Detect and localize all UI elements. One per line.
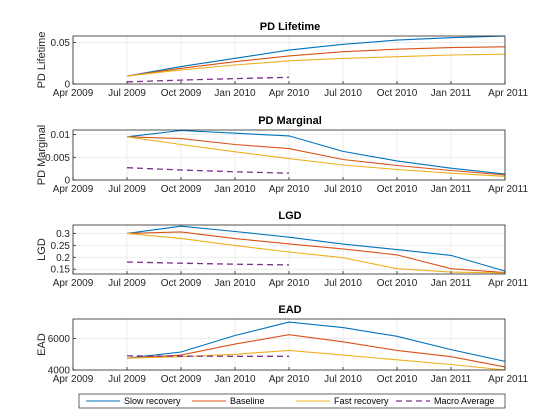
series-line-baseline [126,46,506,77]
x-tick-label: Apr 2010 [269,374,310,385]
y-tick-label: 4000 [48,366,71,377]
chart-title: PD Lifetime [260,21,321,33]
x-tick-label: Apr 2009 [53,278,94,289]
x-tick-label: Apr 2009 [53,88,94,99]
legend-label: Baseline [230,396,265,406]
y-tick-label: 0 [64,176,70,187]
x-tick-label: Jan 2010 [214,374,256,385]
x-tick-label: Apr 2010 [269,278,310,289]
y-axis-label: PD Marginal [36,125,48,186]
series-line-slow-recovery [126,225,506,272]
series-line-macro-average [126,76,290,83]
y-tick-label: 0 [64,80,70,91]
x-tick-label: Jul 2009 [108,184,146,195]
x-tick-label: Jul 2010 [324,88,362,99]
y-tick-label: 0.01 [51,130,71,141]
x-tick-label: Oct 2010 [377,184,418,195]
series-line-fast-recovery [126,232,506,274]
y-axis-label: EAD [36,333,48,356]
y-tick-label: 6000 [48,334,71,345]
y-tick-label: 0.3 [56,229,70,240]
x-tick-label: Jul 2009 [108,278,146,289]
legend-label: Macro Average [434,396,494,406]
y-axis-label: LGD [36,238,48,261]
chart-title: PD Marginal [258,115,322,127]
x-tick-label: Apr 2010 [269,184,310,195]
x-tick-label: Jul 2010 [324,374,362,385]
series-line-slow-recovery [126,35,506,77]
x-tick-label: Jul 2010 [324,278,362,289]
x-tick-label: Oct 2010 [377,88,418,99]
x-tick-label: Jan 2010 [214,88,256,99]
series-line-baseline [126,334,506,368]
series-line-fast-recovery [126,53,506,77]
x-tick-label: Oct 2009 [161,374,202,385]
y-tick-label: 0.25 [51,241,71,252]
series-line-baseline [126,231,506,274]
x-tick-label: Jan 2011 [431,88,472,99]
series-line-slow-recovery [126,129,506,175]
x-tick-label: Jan 2011 [431,184,472,195]
series-line-fast-recovery [126,136,506,177]
y-tick-label: 0.15 [51,265,71,276]
x-tick-label: Apr 2011 [488,278,528,289]
y-tick-label: 0.2 [56,253,70,264]
x-tick-label: Apr 2010 [269,88,310,99]
x-tick-label: Oct 2010 [377,278,418,289]
legend-box [78,393,506,409]
series-line-slow-recovery [126,321,506,362]
x-tick-label: Oct 2009 [161,184,202,195]
x-tick-label: Jan 2011 [431,278,472,289]
x-tick-label: Apr 2011 [488,374,528,385]
x-tick-label: Apr 2011 [488,184,528,195]
x-tick-label: Jan 2010 [214,184,256,195]
x-tick-label: Apr 2009 [53,184,94,195]
x-tick-label: Jul 2009 [108,374,146,385]
y-axis-label: PD Lifetime [36,32,48,89]
legend-label: Slow recovery [124,396,181,406]
series-line-macro-average [126,167,290,174]
x-tick-label: Apr 2011 [488,88,528,99]
legend-label: Fast recovery [334,396,389,406]
chart-title: EAD [278,304,301,316]
chart-title: LGD [278,210,301,222]
x-tick-label: Oct 2010 [377,374,418,385]
x-tick-label: Oct 2009 [161,278,202,289]
series-line-macro-average [126,261,290,266]
y-tick-label: 0.005 [45,153,70,164]
x-tick-label: Jul 2009 [108,88,146,99]
x-tick-label: Apr 2009 [53,374,94,385]
x-tick-label: Jan 2010 [214,278,256,289]
x-tick-label: Oct 2009 [161,88,202,99]
y-tick-label: 0.05 [51,38,71,49]
series-line-baseline [126,136,506,176]
x-tick-label: Jan 2011 [431,374,472,385]
x-tick-label: Jul 2010 [324,184,362,195]
